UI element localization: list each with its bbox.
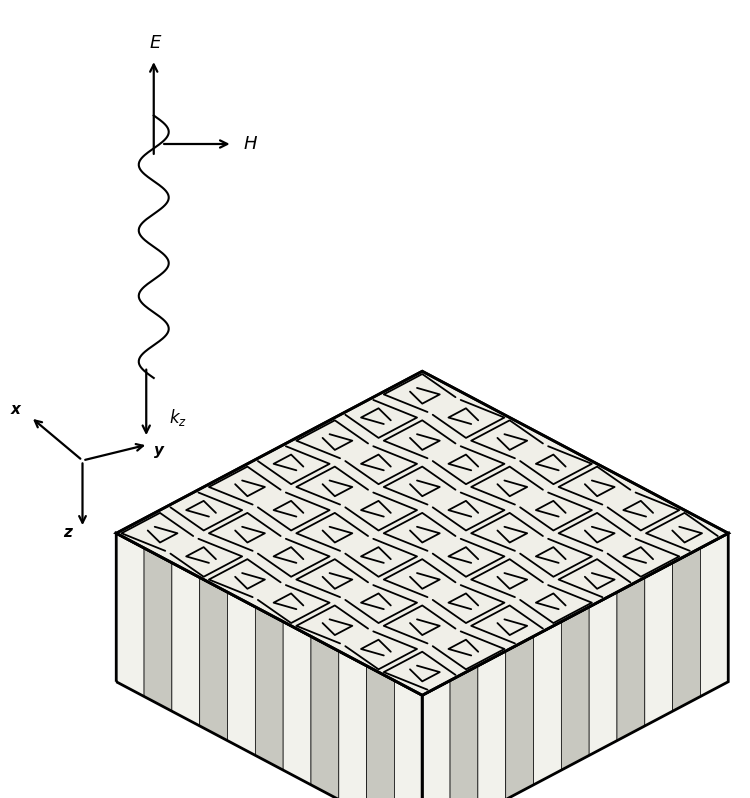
Polygon shape (284, 622, 311, 785)
Polygon shape (506, 636, 533, 798)
Polygon shape (561, 607, 590, 770)
Polygon shape (700, 533, 728, 697)
Polygon shape (673, 548, 700, 711)
Polygon shape (590, 592, 617, 756)
Polygon shape (311, 636, 339, 798)
Polygon shape (116, 371, 728, 695)
Polygon shape (200, 578, 227, 741)
Polygon shape (367, 666, 394, 798)
Polygon shape (394, 681, 422, 798)
Polygon shape (478, 651, 506, 798)
Polygon shape (339, 651, 367, 798)
Polygon shape (645, 563, 673, 726)
Polygon shape (533, 622, 561, 785)
Text: $E$: $E$ (148, 34, 162, 52)
Polygon shape (172, 563, 200, 726)
Text: z: z (63, 525, 72, 540)
Polygon shape (227, 592, 255, 756)
Text: $k_z$: $k_z$ (169, 406, 187, 428)
Polygon shape (144, 548, 172, 711)
Text: y: y (154, 443, 164, 458)
Polygon shape (422, 681, 450, 798)
Polygon shape (116, 533, 144, 697)
Polygon shape (450, 666, 478, 798)
Polygon shape (617, 578, 645, 741)
Polygon shape (255, 607, 284, 770)
Text: $H$: $H$ (243, 135, 258, 153)
Text: x: x (10, 402, 21, 417)
